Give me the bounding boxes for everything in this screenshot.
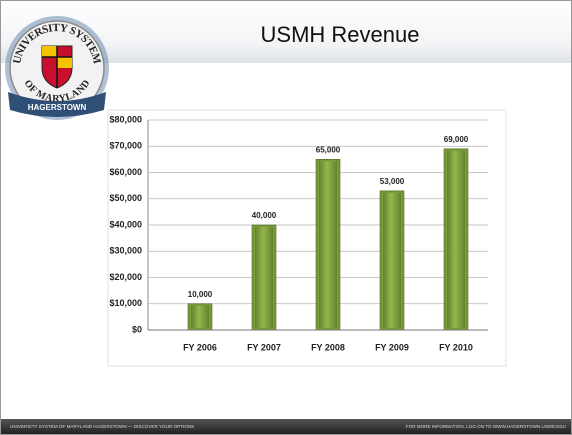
plot: $0 $10,000 $20,000 $30,000 $40,000 $50,000 $60…	[109, 114, 488, 352]
y-tick-label: $20,000	[109, 272, 142, 282]
y-tick-label: $50,000	[109, 193, 142, 203]
x-tick-label: FY 2007	[247, 342, 281, 352]
chart-frame	[107, 109, 507, 367]
y-tick-label: $40,000	[109, 219, 142, 229]
footer-left: UNIVERSITY SYSTEM OF MARYLAND HAGERSTOWN…	[10, 424, 194, 429]
logo: UNIVERSITY SYSTEM OF MARYLAND HAGERSTOWN	[5, 16, 109, 120]
y-tick-label: $10,000	[109, 298, 142, 308]
footer-band	[1, 419, 571, 434]
x-tick-label: FY 2006	[183, 342, 217, 352]
value-label: 10,000	[188, 290, 213, 299]
value-label: 53,000	[380, 177, 405, 186]
value-label: 65,000	[316, 145, 341, 154]
y-tick-label: $0	[132, 324, 142, 334]
y-tick-label: $60,000	[109, 167, 142, 177]
bar-shade	[191, 305, 209, 328]
value-label: 40,000	[252, 211, 277, 220]
y-tick-label: $70,000	[109, 141, 142, 151]
value-label: 69,000	[444, 135, 469, 144]
bar-shade	[383, 192, 401, 328]
x-tick-label: FY 2008	[311, 342, 345, 352]
x-tick-label: FY 2010	[439, 342, 473, 352]
chart-title: USMH Revenue	[261, 22, 420, 47]
bar-shade	[319, 161, 337, 328]
bar-shade	[447, 150, 465, 328]
y-tick-label: $80,000	[109, 114, 142, 124]
bar-shade	[255, 227, 273, 328]
logo-banner: HAGERSTOWN	[28, 103, 87, 112]
x-tick-label: FY 2009	[375, 342, 409, 352]
y-tick-label: $30,000	[109, 246, 142, 256]
footer-right: FOR MORE INFORMATION, LOG ON TO WWW.HAGE…	[406, 424, 566, 429]
